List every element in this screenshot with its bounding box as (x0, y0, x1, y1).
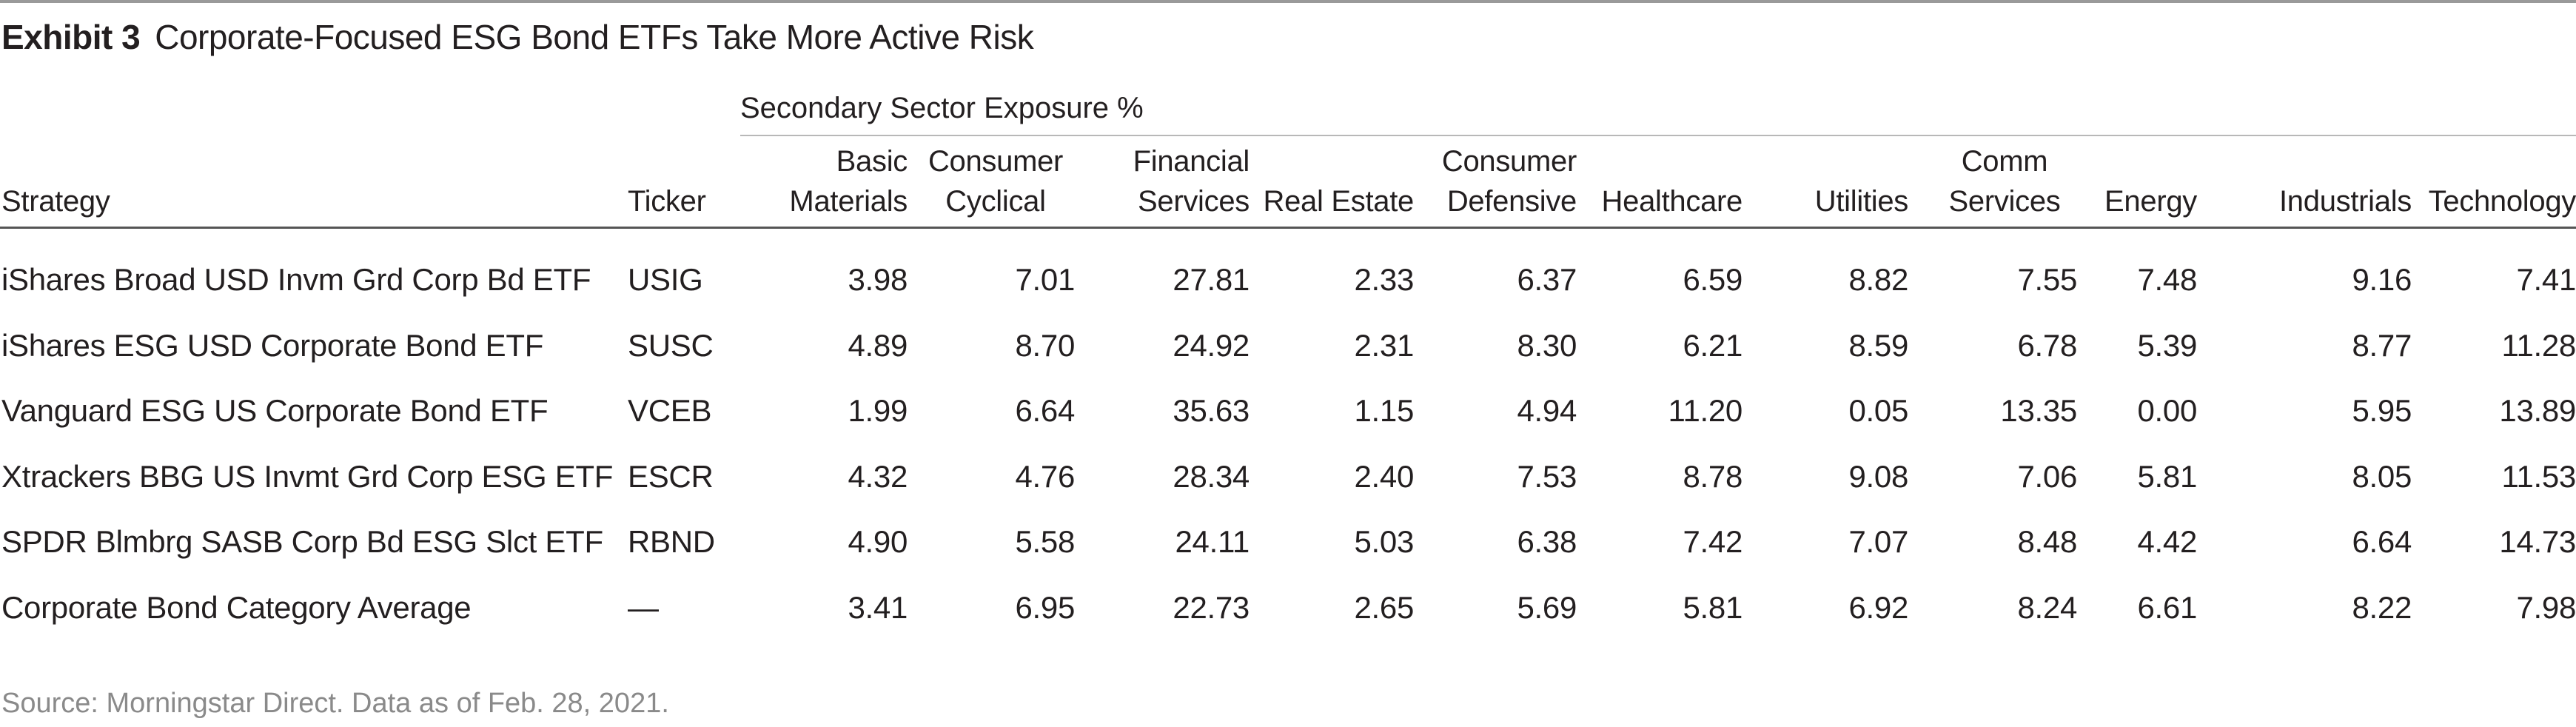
row-value-industrials: 5.95 (2352, 393, 2412, 428)
row-ticker: VCEB (628, 393, 712, 428)
row-value-industrials: 9.16 (2352, 262, 2412, 297)
row-value-comm-services: 7.06 (2017, 459, 2077, 494)
row-value-industrials: 6.64 (2352, 524, 2412, 559)
row-value-energy: 0.00 (2137, 393, 2197, 428)
top-rule (0, 0, 2576, 3)
row-value-healthcare: 5.81 (1683, 590, 1743, 625)
row-value-real-estate: 2.40 (1354, 459, 1414, 494)
exhibit-label: Exhibit 3 (1, 18, 141, 56)
row-value-healthcare: 7.42 (1683, 524, 1743, 559)
row-value-consumer-cyclical: 6.95 (1015, 590, 1075, 625)
column-header-technology: Technology (2428, 185, 2576, 218)
row-ticker: USIG (628, 262, 703, 297)
row-value-industrials: 8.77 (2352, 328, 2412, 363)
row-ticker: ESCR (628, 459, 714, 494)
row-value-consumer-cyclical: 7.01 (1015, 262, 1075, 297)
row-value-consumer-defensive: 6.38 (1517, 524, 1577, 559)
row-value-technology: 11.28 (2501, 328, 2576, 363)
row-value-basic-materials: 3.98 (848, 262, 908, 297)
row-strategy-name: iShares ESG USD Corporate Bond ETF (1, 328, 544, 363)
column-header-financial-services: Financial Services (1133, 145, 1250, 218)
row-value-healthcare: 11.20 (1668, 393, 1743, 428)
row-value-comm-services: 8.48 (2017, 524, 2077, 559)
row-value-technology: 14.73 (2499, 524, 2576, 559)
column-header-healthcare: Healthcare (1601, 185, 1743, 218)
row-value-real-estate: 2.31 (1354, 328, 1414, 363)
column-header-energy: Energy (2104, 185, 2197, 218)
row-strategy-name: Xtrackers BBG US Invmt Grd Corp ESG ETF (1, 459, 614, 494)
row-strategy-name: SPDR Blmbrg SASB Corp Bd ESG Slct ETF (1, 524, 603, 559)
column-header-industrials: Industrials (2278, 185, 2412, 218)
row-value-technology: 13.89 (2499, 393, 2576, 428)
row-strategy-name: Vanguard ESG US Corporate Bond ETF (1, 393, 549, 428)
row-value-real-estate: 2.65 (1354, 590, 1414, 625)
row-value-basic-materials: 1.99 (848, 393, 908, 428)
row-value-financial-services: 24.11 (1175, 524, 1250, 559)
row-value-real-estate: 5.03 (1354, 524, 1414, 559)
row-value-utilities: 6.92 (1848, 590, 1908, 625)
column-header-basic-materials: Basic Materials (789, 145, 908, 218)
row-value-financial-services: 27.81 (1173, 262, 1250, 297)
row-value-technology: 7.98 (2516, 590, 2576, 625)
row-value-industrials: 8.22 (2352, 590, 2412, 625)
row-value-utilities: 9.08 (1848, 459, 1908, 494)
row-value-utilities: 0.05 (1848, 393, 1908, 428)
row-value-consumer-cyclical: 4.76 (1015, 459, 1075, 494)
row-value-industrials: 8.05 (2352, 459, 2412, 494)
row-value-basic-materials: 3.41 (848, 590, 908, 625)
row-value-consumer-cyclical: 5.58 (1015, 524, 1075, 559)
row-value-comm-services: 8.24 (2017, 590, 2077, 625)
exhibit-title: Exhibit 3 Corporate-Focused ESG Bond ETFs… (1, 13, 1034, 61)
row-value-healthcare: 8.78 (1683, 459, 1743, 494)
row-value-consumer-defensive: 6.37 (1517, 262, 1577, 297)
row-ticker: RBND (628, 524, 715, 559)
row-value-energy: 4.42 (2137, 524, 2197, 559)
row-value-basic-materials: 4.90 (848, 524, 908, 559)
row-value-real-estate: 1.15 (1354, 393, 1414, 428)
row-value-energy: 5.39 (2137, 328, 2197, 363)
row-value-utilities: 8.82 (1848, 262, 1908, 297)
column-header-strategy: Strategy (1, 185, 110, 218)
row-value-comm-services: 13.35 (2000, 393, 2077, 428)
row-value-consumer-defensive: 8.30 (1517, 328, 1577, 363)
row-strategy-name: Corporate Bond Category Average (1, 590, 472, 625)
row-value-energy: 7.48 (2137, 262, 2197, 297)
row-value-energy: 6.61 (2137, 590, 2197, 625)
row-value-comm-services: 7.55 (2017, 262, 2077, 297)
group-header-rule (740, 135, 2576, 136)
row-value-financial-services: 24.92 (1173, 328, 1250, 363)
row-value-energy: 5.81 (2137, 459, 2197, 494)
row-value-comm-services: 6.78 (2017, 328, 2077, 363)
row-value-financial-services: 35.63 (1173, 393, 1250, 428)
column-header-comm-services: Comm Services (1948, 145, 2061, 218)
source-note: Source: Morningstar Direct. Data as of F… (1, 688, 669, 719)
row-strategy-name: iShares Broad USD Invm Grd Corp Bd ETF (1, 262, 591, 297)
row-value-healthcare: 6.21 (1683, 328, 1743, 363)
row-value-financial-services: 28.34 (1173, 459, 1250, 494)
row-value-consumer-defensive: 4.94 (1517, 393, 1577, 428)
row-ticker: — (628, 590, 659, 625)
column-header-real-estate: Real Estate (1263, 185, 1415, 218)
row-ticker: SUSC (628, 328, 714, 363)
row-value-utilities: 8.59 (1848, 328, 1908, 363)
row-value-technology: 7.41 (2516, 262, 2576, 297)
row-value-technology: 11.53 (2501, 459, 2576, 494)
header-rule (0, 227, 2576, 229)
row-value-consumer-defensive: 7.53 (1517, 459, 1577, 494)
column-header-utilities: Utilities (1814, 185, 1909, 218)
row-value-consumer-cyclical: 8.70 (1015, 328, 1075, 363)
row-value-real-estate: 2.33 (1354, 262, 1414, 297)
row-value-utilities: 7.07 (1848, 524, 1908, 559)
group-header: Secondary Sector Exposure % (740, 92, 1144, 124)
chart-title: Corporate-Focused ESG Bond ETFs Take Mor… (155, 18, 1034, 56)
column-header-consumer-defensive: Consumer Defensive (1441, 145, 1577, 218)
row-value-healthcare: 6.59 (1683, 262, 1743, 297)
row-value-consumer-cyclical: 6.64 (1015, 393, 1075, 428)
row-value-basic-materials: 4.32 (848, 459, 908, 494)
row-value-basic-materials: 4.89 (848, 328, 908, 363)
row-value-financial-services: 22.73 (1173, 590, 1250, 625)
column-header-ticker: Ticker (628, 185, 706, 218)
row-value-consumer-defensive: 5.69 (1517, 590, 1577, 625)
column-header-consumer-cyclical: Consumer Cyclical (928, 145, 1064, 218)
